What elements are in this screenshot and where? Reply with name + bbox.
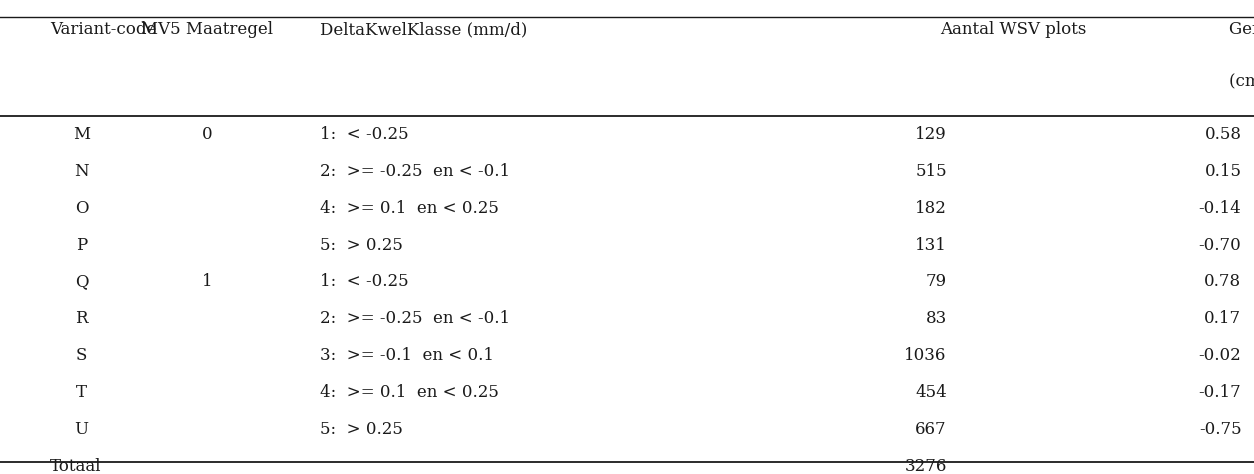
Text: 0.17: 0.17 [1204,310,1241,328]
Text: R: R [75,310,88,328]
Text: 3:  >= -0.1  en < 0.1: 3: >= -0.1 en < 0.1 [320,347,494,365]
Text: 182: 182 [915,200,947,217]
Text: 5:  > 0.25: 5: > 0.25 [320,237,403,254]
Text: N: N [74,163,89,180]
Text: M: M [73,126,90,143]
Text: 79: 79 [925,273,947,291]
Text: -0.14: -0.14 [1199,200,1241,217]
Text: 2:  >= -0.25  en < -0.1: 2: >= -0.25 en < -0.1 [320,310,510,328]
Text: 1036: 1036 [904,347,947,365]
Text: 1:  < -0.25: 1: < -0.25 [320,273,409,291]
Text: Totaal: Totaal [50,458,102,474]
Text: 5:  > 0.25: 5: > 0.25 [320,421,403,438]
Text: 131: 131 [915,237,947,254]
Text: T: T [76,384,87,401]
Text: 0.15: 0.15 [1204,163,1241,180]
Text: Gemiddelde Kwel: Gemiddelde Kwel [1229,21,1254,38]
Text: P: P [76,237,87,254]
Text: 129: 129 [915,126,947,143]
Text: 515: 515 [915,163,947,180]
Text: -0.75: -0.75 [1199,421,1241,438]
Text: U: U [74,421,89,438]
Text: S: S [75,347,88,365]
Text: -0.17: -0.17 [1199,384,1241,401]
Text: (cm/d, pos=upward): (cm/d, pos=upward) [1229,73,1254,91]
Text: Q: Q [75,273,88,291]
Text: 4:  >= 0.1  en < 0.25: 4: >= 0.1 en < 0.25 [320,200,499,217]
Text: 667: 667 [915,421,947,438]
Text: 2:  >= -0.25  en < -0.1: 2: >= -0.25 en < -0.1 [320,163,510,180]
Text: 83: 83 [925,310,947,328]
Text: Aantal WSV plots: Aantal WSV plots [940,21,1087,38]
Text: 0.78: 0.78 [1204,273,1241,291]
Text: DeltaKwelKlasse (mm/d): DeltaKwelKlasse (mm/d) [320,21,527,38]
Text: Variant-code: Variant-code [50,21,157,38]
Text: 4:  >= 0.1  en < 0.25: 4: >= 0.1 en < 0.25 [320,384,499,401]
Text: 454: 454 [915,384,947,401]
Text: 1:  < -0.25: 1: < -0.25 [320,126,409,143]
Text: 1: 1 [202,273,212,291]
Text: 0: 0 [202,126,212,143]
Text: 3276: 3276 [904,458,947,474]
Text: O: O [75,200,88,217]
Text: 0.58: 0.58 [1204,126,1241,143]
Text: MV5 Maatregel: MV5 Maatregel [140,21,273,38]
Text: -0.70: -0.70 [1199,237,1241,254]
Text: -0.02: -0.02 [1199,347,1241,365]
